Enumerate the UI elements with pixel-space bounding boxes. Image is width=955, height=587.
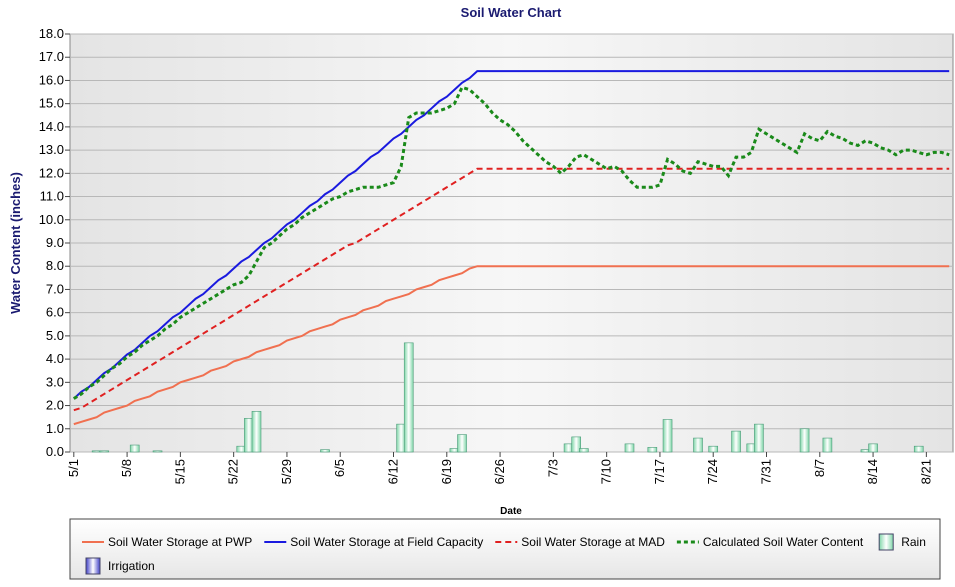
x-tick-label: 8/21: [918, 459, 933, 484]
y-tick-label: 4.0: [46, 351, 64, 366]
line-series: [73, 70, 950, 400]
y-tick-label: 1.0: [46, 421, 64, 436]
legend-swatch: [878, 533, 894, 551]
legend-label: Soil Water Storage at MAD: [521, 535, 665, 549]
x-tick-label: 7/24: [705, 459, 720, 484]
x-axis-title: Date: [500, 506, 522, 517]
bar: [799, 428, 810, 453]
y-tick-label: 3.0: [46, 374, 64, 389]
legend-label: Soil Water Storage at PWP: [108, 535, 252, 549]
bar: [571, 436, 582, 453]
y-axis-title: Water Content (inches): [8, 172, 23, 314]
bar: [320, 449, 330, 453]
bar: [624, 443, 635, 453]
x-tick-label: 7/3: [545, 459, 560, 477]
bar: [822, 437, 833, 453]
x-tick-label: 8/14: [865, 459, 880, 484]
legend-label: Irrigation: [108, 559, 155, 573]
bar: [579, 448, 589, 453]
legend-item: Rain: [878, 533, 926, 551]
bar: [457, 434, 467, 453]
line-series: [73, 167, 950, 412]
bar: [754, 423, 764, 453]
y-tick-label: 8.0: [46, 258, 64, 273]
x-tick-label: 5/29: [279, 459, 294, 484]
line-series: [73, 265, 950, 426]
legend-box: [69, 518, 941, 580]
bar: [129, 444, 140, 453]
bar: [647, 447, 658, 453]
legend-item: Soil Water Storage at PWP: [82, 535, 252, 549]
y-tick-label: 15.0: [39, 96, 64, 111]
y-tick-label: 13.0: [39, 142, 64, 157]
y-tick-label: 18.0: [39, 26, 64, 41]
x-tick-label: 6/19: [439, 459, 454, 484]
y-tick-label: 11.0: [40, 189, 64, 204]
bar: [731, 430, 741, 453]
x-tick-label: 5/1: [66, 459, 81, 477]
y-tick-label: 0.0: [46, 444, 64, 459]
x-tick-label: 5/22: [226, 459, 241, 484]
bar: [99, 450, 110, 453]
x-tick-label: 7/31: [759, 459, 774, 484]
bar: [662, 419, 673, 453]
bar: [693, 437, 703, 453]
y-tick-label: 17.0: [39, 49, 64, 64]
bar: [913, 445, 924, 453]
x-tick-label: 7/17: [652, 459, 667, 484]
legend-label: Calculated Soil Water Content: [703, 535, 864, 549]
bar: [251, 411, 262, 453]
legend-label: Rain: [901, 535, 926, 549]
y-tick-label: 7.0: [46, 281, 64, 296]
legend-item: Soil Water Storage at MAD: [495, 535, 665, 549]
bar: [403, 342, 414, 453]
legend-item: Soil Water Storage at Field Capacity: [264, 535, 483, 549]
y-tick-label: 10.0: [39, 212, 64, 227]
legend-swatch: [85, 557, 101, 575]
chart-title: Soil Water Chart: [461, 5, 562, 20]
x-tick-label: 5/15: [172, 459, 187, 484]
y-tick-label: 9.0: [46, 235, 64, 250]
y-tick-label: 12.0: [39, 165, 64, 180]
y-tick-label: 14.0: [39, 119, 64, 134]
x-tick-label: 6/12: [386, 459, 401, 484]
x-tick-label: 6/26: [492, 459, 507, 484]
y-tick-label: 6.0: [46, 305, 64, 320]
x-tick-label: 7/10: [599, 459, 614, 484]
legend-item: Calculated Soil Water Content: [676, 535, 864, 549]
bar: [152, 450, 163, 453]
x-tick-label: 5/8: [119, 459, 134, 477]
bar: [708, 445, 719, 453]
x-tick-label: 6/5: [332, 459, 347, 477]
y-tick-label: 5.0: [46, 328, 64, 343]
bar: [868, 443, 878, 453]
legend-label: Soil Water Storage at Field Capacity: [290, 535, 483, 549]
legend-item: Irrigation: [85, 557, 155, 575]
x-tick-label: 8/7: [812, 459, 827, 477]
y-tick-label: 2.0: [46, 398, 64, 413]
y-tick-label: 16.0: [39, 72, 64, 87]
